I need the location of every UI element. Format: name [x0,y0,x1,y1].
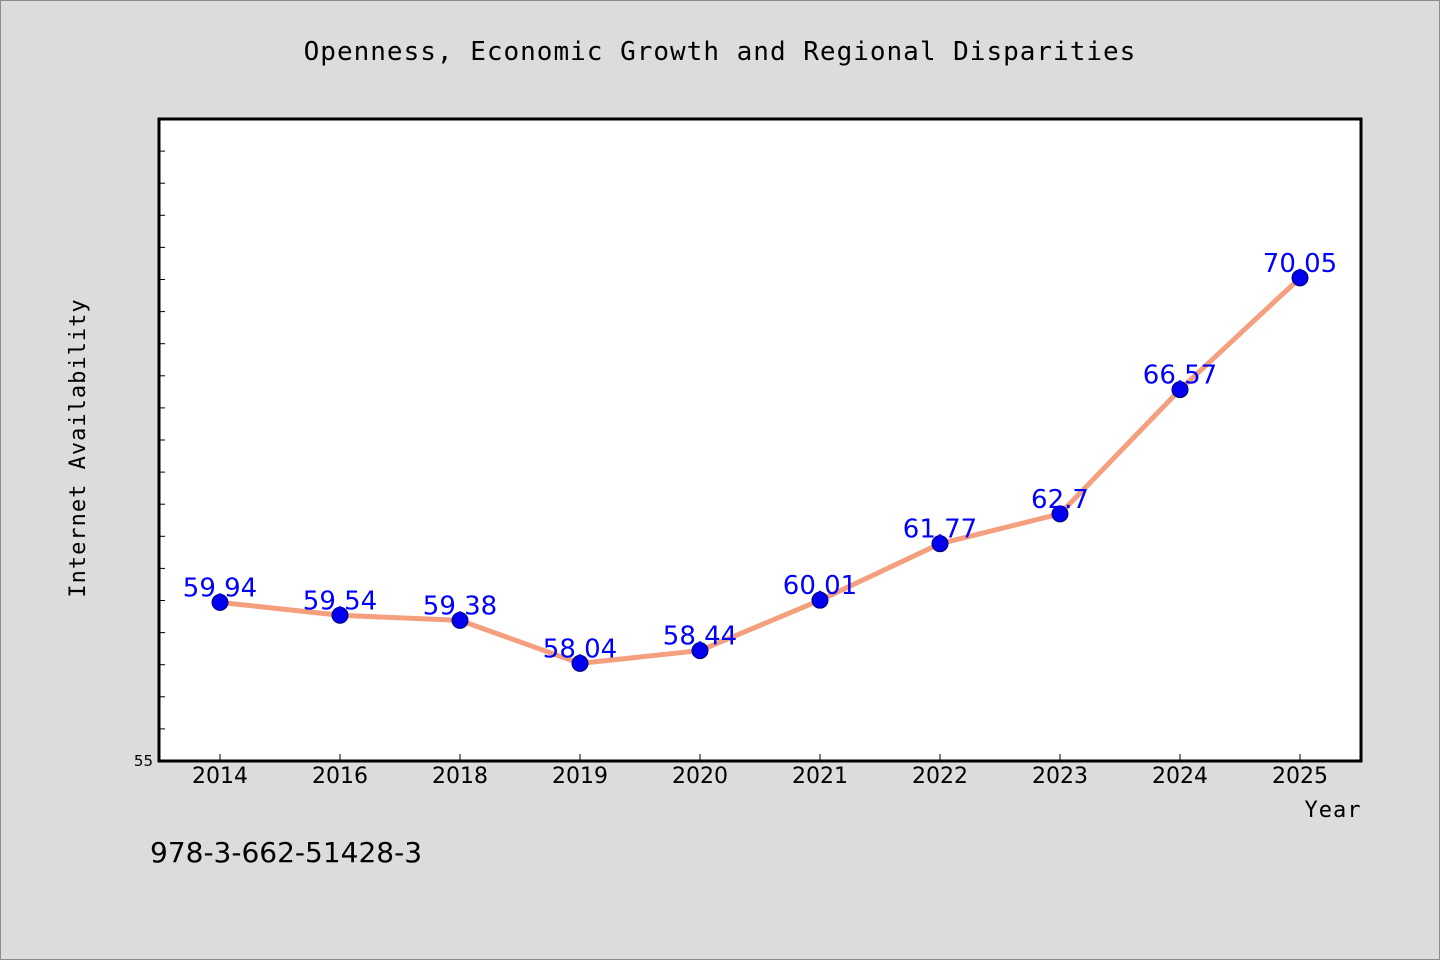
data-label: 58.04 [543,634,617,664]
data-label: 60.01 [783,571,857,601]
data-label: 59.54 [303,586,377,616]
data-point [1171,381,1189,399]
x-tick-label: 2019 [552,764,608,789]
x-tick-label: 2016 [312,764,368,789]
data-point [1051,505,1069,523]
x-axis-ticks: 2014 2016 2018 2019 2020 2021 2022 2023 2024 2025 [192,754,1328,789]
data-label: 66.57 [1143,361,1217,391]
plot-area [157,117,1363,763]
footnote-isbn: 978-3-662-51428-3 [150,836,422,869]
y-axis-label: Internet Availability [66,298,91,597]
data-point [451,611,469,629]
series-line [217,275,1303,666]
x-axis-label: Year [1305,798,1362,823]
data-point [811,591,829,609]
data-point [211,593,229,611]
data-label: 62.7 [1031,485,1089,515]
chart-title: Openness, Economic Growth and Regional D… [304,37,1137,67]
x-tick-label: 2021 [792,764,848,789]
x-tick-label: 2025 [1272,764,1328,789]
data-point [571,654,589,672]
data-label: 58.44 [663,622,737,652]
data-point [931,535,949,553]
data-point [331,606,349,624]
data-label: 59.94 [183,573,257,603]
x-tick-label: 2018 [432,764,488,789]
y-tick-label: 55 [134,752,153,770]
series-layer [211,269,1309,672]
data-point [691,642,709,660]
x-tick-label: 2023 [1032,764,1088,789]
data-label: 61.77 [903,515,977,545]
x-tick-label: 2024 [1152,764,1208,789]
x-tick-label: 2014 [192,764,248,789]
data-label: 70.05 [1263,249,1337,279]
y-axis-ticks: 55 [134,150,165,770]
data-label: 59.38 [423,591,497,621]
x-tick-label: 2020 [672,764,728,789]
data-labels: 59.94 59.54 59.38 58.04 58.44 60.01 61.77 62.7 6… [183,249,1337,665]
data-point [1291,269,1309,287]
x-tick-label: 2022 [912,764,968,789]
